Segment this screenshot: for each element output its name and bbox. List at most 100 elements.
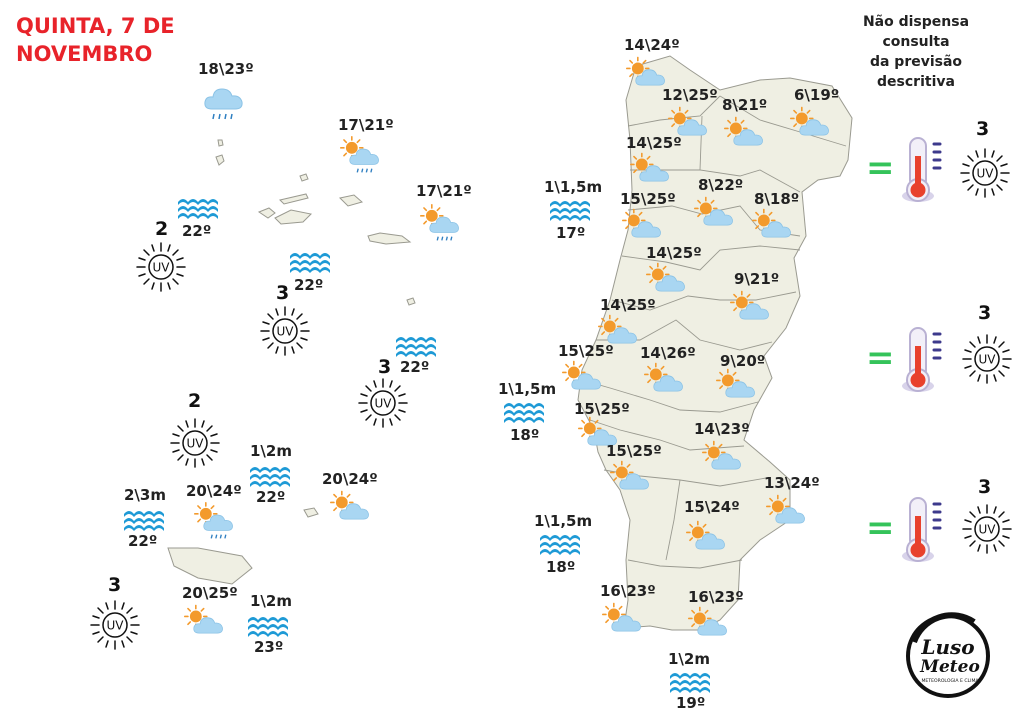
sun-cloud-rain-icon (194, 502, 234, 542)
mainland-sea-4-wave-height: 1\2m (668, 650, 710, 668)
uv-index-icon (962, 504, 1012, 554)
sun-cloud-icon (330, 490, 370, 524)
sun-cloud-icon (694, 196, 734, 230)
island-corvo (215, 154, 225, 166)
uv-index-icon (136, 242, 186, 292)
logo-line-1: Luso (920, 635, 974, 659)
waves-icon (396, 334, 436, 358)
lusometeo-logo: Luso Meteo METEOROLOGIA E CLIMA (906, 612, 990, 698)
madeira-sea-1-water-temp: 22º (256, 488, 286, 506)
sun-cloud-icon (752, 208, 792, 242)
thermometer-icon (900, 324, 950, 396)
sun-cloud-icon (626, 56, 666, 90)
sun-cloud-icon (724, 116, 764, 150)
mainland-city-10-temp: 9\21º (734, 270, 780, 288)
mainland-sea-2-wave-height: 1\1,5m (498, 380, 557, 398)
azores-city-1-temp: 18\23º (198, 60, 254, 78)
azores-sea-1-water-temp: 22º (182, 222, 212, 240)
island-terceira (338, 194, 364, 207)
madeira-sea-2-water-temp: 22º (128, 532, 158, 550)
sun-cloud-icon (562, 360, 602, 394)
mainland-city-2-temp: 12\25º (662, 86, 718, 104)
uv-panel-2-value: 3 (978, 302, 992, 324)
sun-cloud-icon (622, 208, 662, 242)
sun-cloud-icon (688, 606, 728, 640)
mainland-city-9-temp: 14\25º (646, 244, 702, 262)
equals-sign: = (866, 148, 895, 188)
sun-cloud-icon (630, 152, 670, 186)
azores-uv-2-value: 3 (276, 282, 290, 304)
mainland-city-6-temp: 15\25º (620, 190, 676, 208)
mainland-city-13-temp: 14\26º (640, 344, 696, 362)
sun-cloud-rain-icon (420, 204, 460, 244)
uv-index-icon (960, 148, 1010, 198)
uv-index-icon (358, 378, 408, 428)
sun-cloud-icon (766, 494, 806, 528)
madeira-sea-3-water-temp: 23º (254, 638, 284, 656)
madeira-city-1-temp: 20\24º (186, 482, 242, 500)
mainland-sea-3-wave-height: 1\1,5m (534, 512, 593, 530)
thermometer-icon (900, 134, 950, 206)
waves-icon (250, 464, 290, 488)
mainland-sea-3-water-temp: 18º (546, 558, 576, 576)
island-pico (274, 209, 313, 225)
mainland-city-7-temp: 8\22º (698, 176, 744, 194)
island-madeira (167, 547, 253, 585)
waves-icon (550, 198, 590, 222)
uv-panel-1-value: 3 (976, 118, 990, 140)
equals-sign: = (866, 338, 895, 378)
azores-sea-2-water-temp: 22º (294, 276, 324, 294)
title-line-1: QUINTA, 7 DE (16, 14, 175, 38)
mainland-sea-1-wave-height: 1\1,5m (544, 178, 603, 196)
uv-index-icon (90, 600, 140, 650)
island-faial (257, 207, 276, 219)
azores-sea-3-water-temp: 22º (400, 358, 430, 376)
mainland-city-19-temp: 15\24º (684, 498, 740, 516)
sun-cloud-icon (716, 368, 756, 402)
sun-cloud-icon (646, 262, 686, 296)
azores-city-2-temp: 17\21º (338, 116, 394, 134)
uv-index-icon (170, 418, 220, 468)
waves-icon (248, 614, 288, 638)
page-title: QUINTA, 7 DE NOVEMBRO (16, 12, 175, 68)
island-porto-santo (303, 507, 319, 518)
mainland-city-8-temp: 8\18º (754, 190, 800, 208)
sun-cloud-icon (686, 520, 726, 554)
uv-panel-3-value: 3 (978, 476, 992, 498)
mainland-city-1-temp: 14\24º (624, 36, 680, 54)
disclaimer: Não dispensa consulta da previsão descri… (830, 12, 1002, 92)
island-sao-jorge (279, 193, 309, 205)
uv-index-icon (962, 334, 1012, 384)
madeira-sea-3-wave-height: 1\2m (250, 592, 292, 610)
waves-icon (290, 250, 330, 274)
rain-cloud-icon (204, 82, 244, 122)
waves-icon (670, 670, 710, 694)
thermometer-icon (900, 494, 950, 566)
sun-cloud-icon (730, 290, 770, 324)
sun-cloud-icon (702, 440, 742, 474)
mainland-sea-2-water-temp: 18º (510, 426, 540, 444)
mainland-city-17-temp: 15\25º (606, 442, 662, 460)
madeira-uv-2-value: 3 (108, 574, 122, 596)
disclaimer-line-1: Não dispensa consulta (862, 14, 970, 50)
waves-icon (178, 196, 218, 220)
madeira-city-3-temp: 20\25º (182, 584, 238, 602)
mainland-sea-1-water-temp: 17º (556, 224, 586, 242)
sun-cloud-rain-icon (340, 136, 380, 176)
azores-uv-3-value: 3 (378, 356, 392, 378)
island-sao-miguel (367, 232, 412, 245)
sun-cloud-icon (610, 460, 650, 494)
mainland-city-21-temp: 16\23º (688, 588, 744, 606)
madeira-uv-1-value: 2 (188, 390, 202, 412)
madeira-city-2-temp: 20\24º (322, 470, 378, 488)
island-santa-maria (406, 297, 416, 306)
sun-cloud-icon (644, 362, 684, 396)
uv-index-icon (260, 306, 310, 356)
mainland-city-18-temp: 13\24º (764, 474, 820, 492)
mainland-city-5-temp: 14\25º (626, 134, 682, 152)
azores-city-3-temp: 17\21º (416, 182, 472, 200)
mainland-city-4-temp: 6\19º (794, 86, 840, 104)
madeira-sea-1-wave-height: 1\2m (250, 442, 292, 460)
island-graciosa (299, 173, 309, 182)
equals-sign: = (866, 508, 895, 548)
